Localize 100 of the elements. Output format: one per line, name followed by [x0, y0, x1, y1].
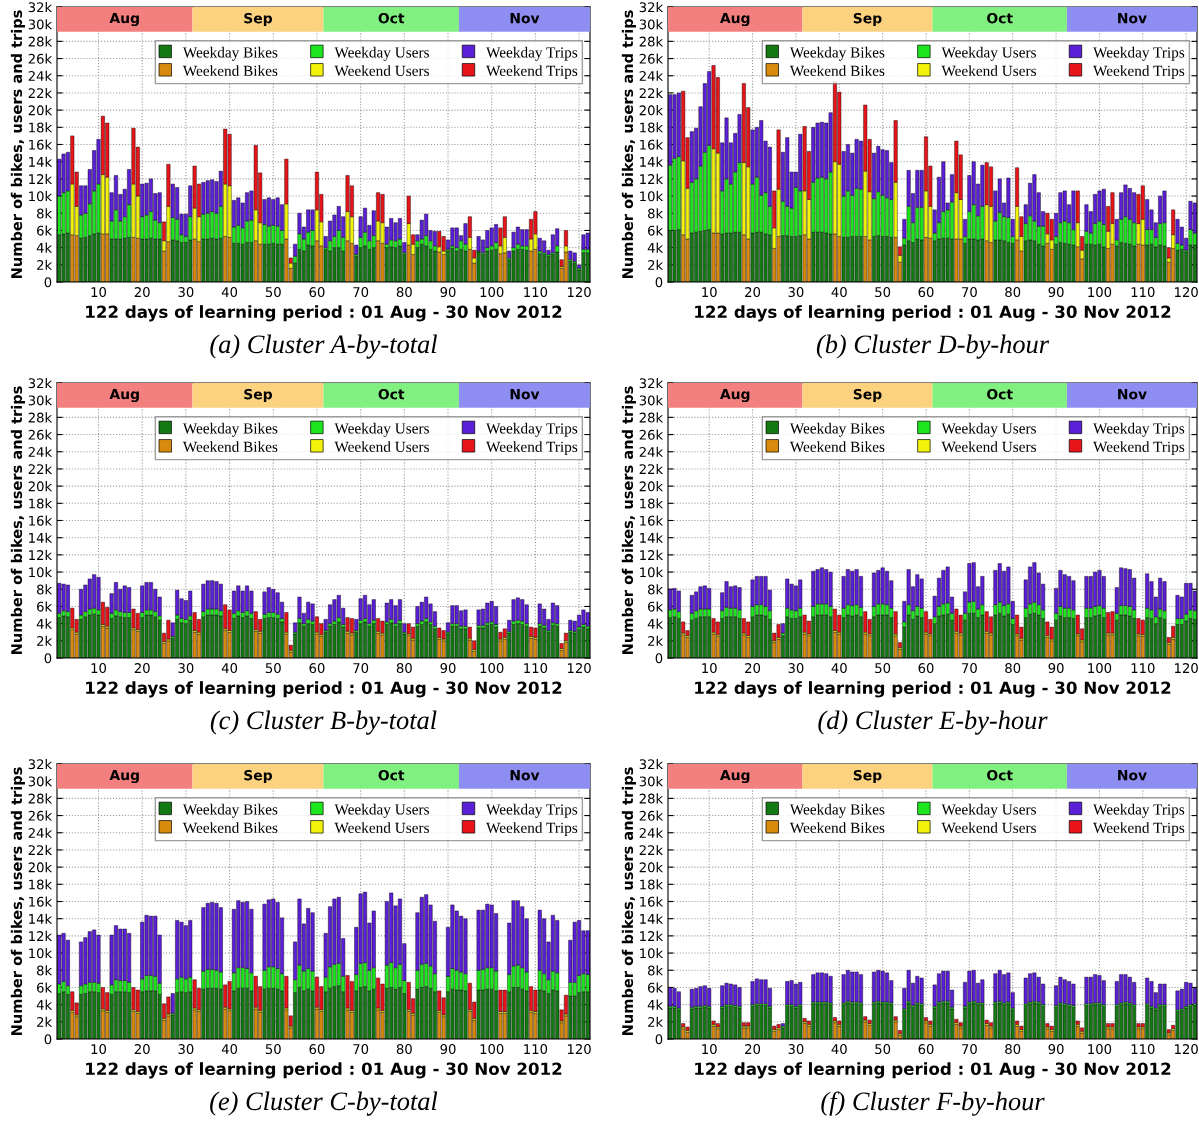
y-tick-label: 18k [29, 879, 53, 890]
y-tick-label: 16k [640, 139, 664, 150]
y-tick-label: 2k [37, 259, 53, 270]
y-tick-label: 2k [37, 635, 53, 646]
y-tick-label: 8k [37, 584, 53, 595]
legend-label: Weekday Trips [1093, 46, 1185, 61]
legend-label: Weekend Bikes [789, 441, 885, 453]
x-tick-label: 110 [524, 663, 548, 674]
y-tick-label: 24k [28, 446, 53, 457]
y-tick-label: 28k [28, 412, 53, 423]
y-tick-label: 2k [648, 259, 664, 270]
x-tick-label: 70 [962, 1044, 977, 1055]
x-tick-label: 90 [440, 663, 456, 674]
band-label: Sep [853, 388, 882, 403]
x-tick-label: 30 [178, 287, 194, 298]
text: (c) Cluster B-by-total [210, 710, 437, 735]
x-tick-label: 80 [1005, 287, 1021, 298]
x-tick-label: 90 [1048, 1044, 1064, 1055]
x-tick-label: 90 [440, 1044, 456, 1055]
y-tick-label: 4k [647, 999, 664, 1010]
y-tick-label: 10k [640, 567, 664, 578]
band-label: Aug [719, 769, 750, 784]
x-tick-label: 30 [788, 1044, 804, 1055]
legend-label: Weekend Users [334, 441, 429, 453]
x-tick-label: 50 [875, 1044, 891, 1055]
y-tick-label: 20k [639, 862, 664, 873]
x-tick-label: 10 [702, 663, 717, 674]
legend-label: Weekday Users [334, 803, 429, 818]
legend-label: Weekday Trips [1093, 803, 1185, 818]
legend-label: Weekend Users [334, 65, 429, 77]
legend-label: Weekday Trips [486, 46, 578, 61]
text: (f) Cluster F-by-hour [821, 1091, 1045, 1116]
band-label: Nov [510, 770, 540, 781]
y-tick-label: 4k [36, 242, 53, 253]
band-label: Oct [378, 388, 405, 400]
y-tick-label: 24k [639, 70, 664, 81]
legend-label: Weekend Users [941, 65, 1036, 77]
x-tick-label: 90 [1048, 663, 1064, 674]
y-tick-label: 22k [639, 844, 664, 855]
band-label: Sep [244, 769, 273, 784]
y-tick-label: 2k [37, 1016, 53, 1027]
y-tick-label: 24k [639, 827, 664, 838]
text: (e) Cluster C-by-total [210, 1091, 438, 1116]
x-tick-label: 90 [440, 287, 456, 298]
x-tick-label: 20 [745, 287, 761, 298]
x-tick-label: 70 [962, 663, 977, 674]
x-tick-label: 50 [265, 287, 281, 298]
x-tick-label: 60 [309, 287, 325, 298]
x-axis-title: 122 days of learning period : 01 Aug - 30 Nov 2012 [86, 681, 562, 698]
y-tick-label: 16k [29, 896, 53, 907]
y-tick-label: 22k [28, 463, 53, 474]
legend-label: Weekend Bikes [789, 65, 885, 77]
y-tick-label: 28k [639, 36, 664, 47]
y-tick-label: 0 [44, 1034, 52, 1045]
x-tick-label: 110 [524, 1044, 548, 1055]
x-tick-label: 10 [91, 663, 107, 674]
y-axis-title: Number of bikes, users and trips [621, 767, 636, 1035]
x-tick-label: 30 [788, 287, 804, 298]
x-tick-label: 70 [962, 287, 977, 298]
y-axis-title: Number of bikes, users and trips [621, 386, 636, 654]
x-tick-label: 30 [178, 1044, 194, 1055]
x-axis-title: 122 days of learning period : 01 Aug - 30 Nov 2012 [86, 305, 562, 322]
x-tick-label: 40 [831, 287, 847, 298]
legend-label: Weekend Trips [1093, 65, 1185, 80]
band-label: Sep [853, 12, 882, 27]
legend-label: Weekend Users [941, 822, 1036, 834]
y-tick-label: 8k [37, 208, 53, 219]
y-tick-label: 6k [37, 601, 53, 612]
x-tick-label: 70 [353, 287, 369, 298]
x-tick-label: 10 [91, 287, 107, 298]
x-tick-label: 100 [1088, 287, 1112, 298]
y-tick-label: 30k [639, 19, 664, 30]
y-tick-label: 14k [29, 156, 53, 167]
x-tick-label: 10 [702, 287, 717, 298]
y-tick-label: 8k [648, 208, 664, 219]
legend-label: Weekday Users [941, 422, 1036, 437]
y-tick-label: 14k [640, 532, 664, 543]
y-axis-title: Number of bikes, users and trips [10, 386, 25, 654]
band-label: Oct [987, 769, 1013, 781]
x-tick-label: 80 [396, 1044, 412, 1055]
legend-label: Weekday Users [941, 803, 1036, 818]
band-label: Nov [1118, 770, 1147, 781]
y-tick-label: 10k [640, 191, 664, 202]
y-tick-label: 18k [640, 879, 664, 890]
x-tick-label: 120 [1175, 1044, 1198, 1055]
y-tick-label: 12k [640, 173, 664, 184]
x-tick-label: 70 [353, 1044, 369, 1055]
x-tick-label: 20 [134, 287, 150, 298]
x-tick-label: 100 [480, 1044, 504, 1055]
y-tick-label: 26k [28, 53, 53, 64]
x-tick-label: 40 [221, 1044, 238, 1055]
y-tick-label: 32k [639, 758, 664, 770]
y-tick-label: 30k [639, 776, 664, 787]
x-tick-label: 110 [1131, 287, 1155, 298]
legend-label: Weekday Users [334, 46, 429, 61]
legend-label: Weekend Bikes [789, 822, 885, 834]
x-axis-title: 122 days of learning period : 01 Aug - 30 Nov 2012 [695, 1062, 1171, 1079]
legend-label: Weekend Bikes [182, 822, 278, 834]
y-tick-label: 14k [29, 913, 53, 924]
y-tick-label: 18k [640, 122, 664, 133]
